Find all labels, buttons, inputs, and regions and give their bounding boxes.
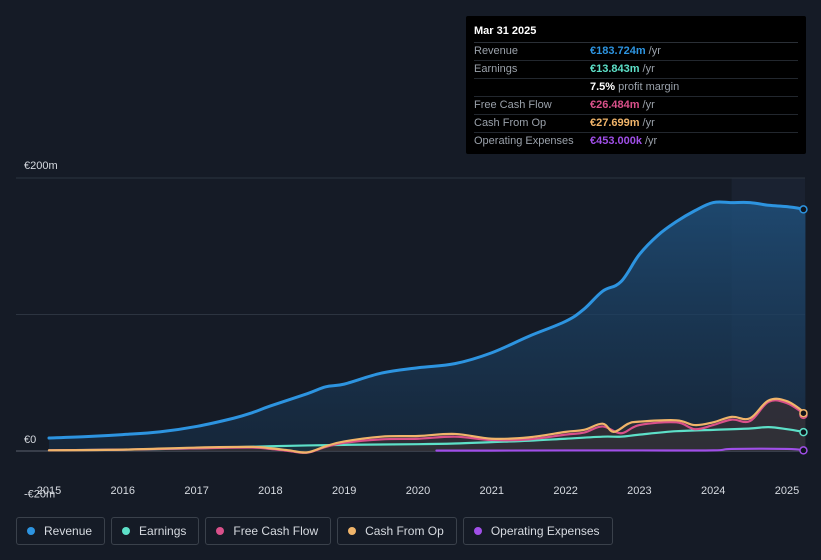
operating-expenses-line [435,447,807,452]
legend-label: Operating Expenses [490,524,600,538]
legend-dot-icon [27,527,35,535]
tooltip-row: Revenue €183.724m/yr [474,43,798,61]
legend: Revenue Earnings Free Cash Flow Cash From O… [16,517,613,545]
legend-item-cash-from-op[interactable]: Cash From Op [337,517,457,545]
tooltip-row-unit: /yr [648,45,661,57]
x-tick-label: 2015 [37,485,61,497]
free-cash-flow-area [49,400,806,453]
legend-item-revenue[interactable]: Revenue [16,517,106,545]
tooltip-row-unit: /yr [645,135,658,147]
tooltip-row-unit: /yr [642,63,655,75]
cash-from-op-end-point [799,408,808,418]
legend-dot-icon [473,527,482,535]
legend-item-earnings[interactable]: Earnings [111,517,200,545]
legend-dot-icon [348,527,357,535]
tooltip-row-label: Cash From Op [474,117,547,129]
cash-from-op-line [47,397,807,454]
cash-from-op-area [49,398,806,453]
tooltip-row-value: €26.484m [590,99,640,111]
x-tick-label: 2025 [775,485,799,497]
legend-label: Cash From Op [365,524,444,538]
y-tick-label: -€20m [24,488,55,500]
tooltip-row-value: €13.843m [590,63,640,75]
tooltip-row-label: Revenue [474,45,519,57]
tooltip-row-value: 7.5% [590,81,616,93]
tooltip-row-label: Operating Expenses [474,135,574,147]
y-tick-label: €0 [24,434,36,446]
earnings-area [49,427,806,451]
legend-label: Earnings [139,524,187,538]
x-tick-label: 2016 [111,485,135,497]
tooltip-row-value: €183.724m [590,45,646,57]
earnings-end-point [799,427,808,437]
y-tick-label: €200m [24,160,58,172]
x-tick-label: 2020 [406,485,430,497]
tooltip-row: Free Cash Flow €26.484m/yr [474,97,798,115]
tooltip-row-label: Free Cash Flow [474,99,552,111]
x-tick-label: 2017 [184,485,208,497]
tooltip-row-label [474,79,590,96]
tooltip-row: Cash From Op €27.699m/yr [474,115,798,133]
legend-label: Revenue [44,524,93,538]
tooltip-row-value: €27.699m [590,117,640,129]
operating-expenses-end-point [799,446,808,455]
legend-item-operating-expenses[interactable]: Operating Expenses [462,517,613,545]
tooltip-row-value: €453.000k [590,135,642,147]
tooltip-date: Mar 31 2025 [474,24,798,43]
revenue-line [47,200,807,440]
tooltip-row-unit: /yr [642,99,655,111]
tooltip-row: Operating Expenses €453.000k/yr [474,133,798,150]
x-tick-label: 2022 [553,485,577,497]
tooltip-row-unit: profit margin [618,81,680,93]
legend-item-free-cash-flow[interactable]: Free Cash Flow [205,517,332,545]
tooltip-row-unit: /yr [642,117,655,129]
tooltip-panel: Mar 31 2025 Revenue €183.724m/yr Earnings €… [466,16,806,154]
tooltip-row: 7.5% profit margin [474,79,798,97]
tooltip-row-label: Earnings [474,63,518,75]
x-tick-label: 2019 [332,485,356,497]
revenue-area [49,201,806,451]
legend-dot-icon [216,527,225,535]
x-tick-label: 2024 [701,485,725,497]
x-tick-label: 2018 [258,485,282,497]
tooltip-row: Earnings €13.843m/yr [474,61,798,79]
legend-label: Free Cash Flow [233,524,319,538]
x-tick-label: 2023 [627,485,651,497]
legend-dot-icon [122,527,131,535]
x-tick-label: 2021 [480,485,504,497]
revenue-end-point [799,205,808,214]
